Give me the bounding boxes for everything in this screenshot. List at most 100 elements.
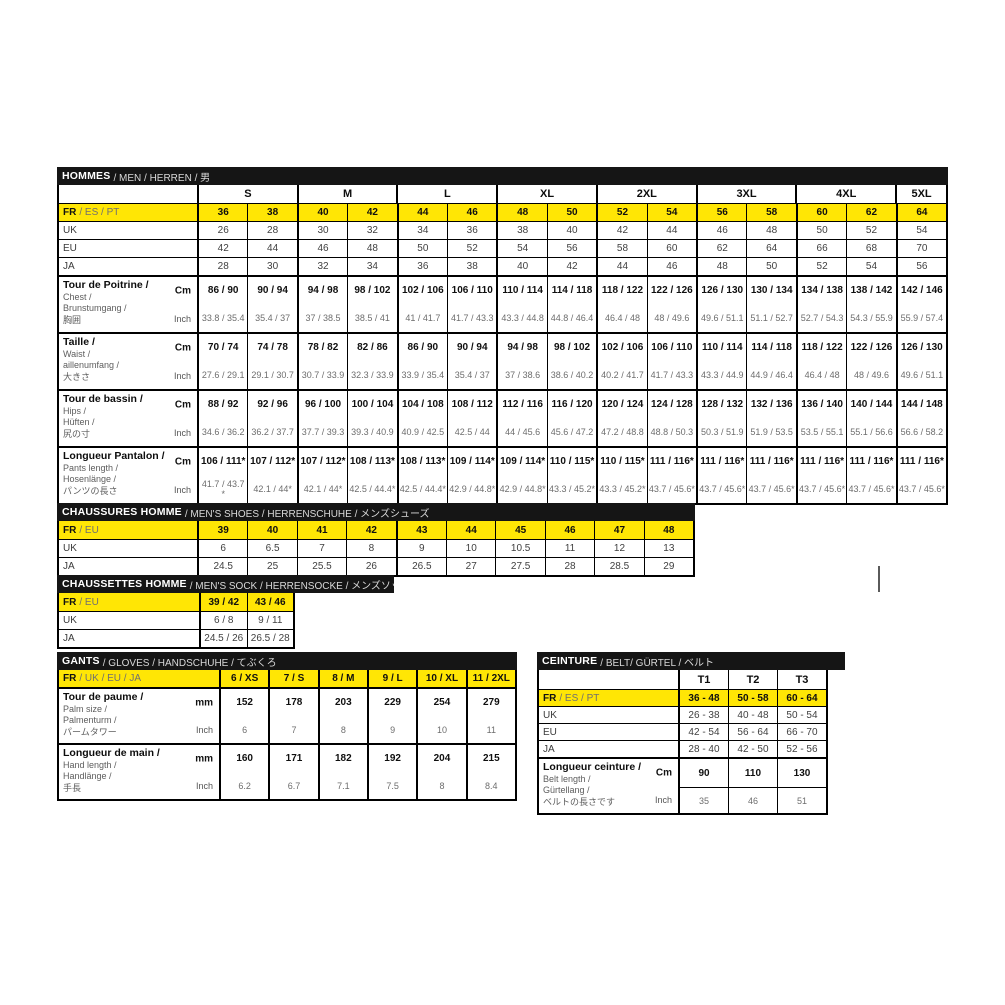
measure-cell: 132 / 136 51.9 / 53.5 [746,391,795,446]
region-size-value: 44 [446,521,495,539]
measure-bottom-value: 52.7 / 54.3 [800,313,844,324]
measure-title: Tour de paume / [63,691,144,703]
measure-cell: 74 / 78 29.1 / 30.7 [247,334,296,389]
measure-cell: 102 / 106 40.2 / 41.7 [596,334,646,389]
measure-subtitle: Gürtellang / [543,785,590,796]
measure-bottom-value: 41.7 / 43.7 * [201,479,245,500]
conversion-value: 10.5 [495,540,544,557]
measure-group-row: Tour de bassin / Hips / Hüften / 尻の寸 Cm Inch 8… [59,389,946,446]
size-group-label: XL [496,185,596,203]
measure-subtitle: Hips / [63,405,87,416]
region-size-value: 44 [396,204,447,221]
conversion-value: 40 [546,222,596,239]
measure-subtitle: Palm size / [63,703,108,714]
measure-top-value: 108 / 113* [400,456,446,468]
conversion-value: 42 - 50 [728,741,777,757]
measure-bottom-value: 51 [777,788,826,813]
measure-top-value: 110 / 114 [502,285,543,297]
measure-top-value: 90 / 94 [456,342,488,354]
measure-top-value: 106 / 110 [651,342,693,354]
measure-label: Taille / Waist / aillenumfang / 大きさ Cm Inch [59,334,197,389]
measure-top-value: 74 / 78 [257,342,288,354]
region-size-value: 47 [594,521,643,539]
measure-subtitle: Belt length / [543,773,591,784]
region-label: FR / EU [59,521,197,539]
region-size-value: 7 / S [268,670,317,687]
conversion-value: 28.5 [594,558,643,575]
measure-top-value: 106 / 110 [451,285,493,297]
conversion-value: 54 [846,258,895,275]
conversion-value: 40 [496,258,546,275]
measure-cell: 142 / 146 55.9 / 57.4 [895,277,946,332]
conversion-value: 46 [696,222,746,239]
measure-top-value: 111 / 116* [849,456,894,468]
measure-bottom-value: 45.6 / 47.2 [550,427,594,438]
conversion-value: 11 [544,540,594,557]
region-label-rest: / UK / EU / JA [79,673,142,684]
measure-top-value: 178 [285,697,303,708]
region-size-value: 46 [447,204,496,221]
conversion-value: 66 [795,240,846,257]
measure-subtitle: 手長 [63,782,82,793]
measure-bottom-value: 8 [340,724,346,735]
gloves-header-bar: GANTS / GLOVES / HANDSCHUHE / てぶくろ [57,652,517,670]
conversion-label: JA [59,630,199,647]
conversion-value: 64 [746,240,795,257]
measure-cell: 108 / 113* 42.5 / 44.4* [396,448,447,503]
region-label-rest: / ES / PT [559,692,600,704]
measure-bottom-value: 7 [291,724,297,735]
belt-table: T1 T2 T3 FR / ES / PT 36 - 48 50 - 58 60 - 64 UK… [537,670,828,815]
measure-cell: 110 / 115* 43.3 / 45.2* [546,448,596,503]
measure-bottom-value: 39.3 / 40.9 [351,427,394,438]
measure-top-value: 138 / 142 [850,285,893,297]
measure-bottom-value: 36.2 / 37.7 [251,427,294,438]
conversion-value: 30 [296,222,347,239]
measure-bottom-value: 50.3 / 51.9 [700,427,744,438]
gloves-section: GANTS / GLOVES / HANDSCHUHE / てぶくろ FR / U… [57,652,517,801]
measure-bottom-value: 43.3 / 44.8 [501,313,544,324]
measure-bottom-value: 44 / 45.6 [505,427,541,438]
measure-bottom-value: 32.3 / 33.9 [351,370,394,381]
measure-top-value: 140 / 144 [850,399,893,411]
measure-top-value: 182 [334,753,352,764]
measure-cell: 118 / 122 46.4 / 48 [795,334,846,389]
measure-cell: 108 / 113* 42.5 / 44.4* [347,448,396,503]
conversion-value: 10 [446,540,495,557]
measure-top-value: 96 / 100 [304,399,342,411]
belt-size-header: T1 [678,670,728,689]
measure-top-value: 109 / 114* [449,456,495,468]
measure-subtitle: Palmenturm / [63,715,117,726]
measure-top-value: 94 / 98 [507,342,538,354]
measure-cell: 126 / 130 49.6 / 51.1 [696,277,746,332]
measure-top-value: 100 / 104 [351,399,394,411]
region-label-strong: FR [63,524,77,536]
measure-bottom-value: 43.3 / 45.2* [599,484,646,495]
conversion-label-text: UK [63,543,77,554]
measure-bottom-value: 30.7 / 33.9 [301,370,345,381]
measure-cell: 114 / 118 44.9 / 46.4 [746,334,795,389]
size-group-label: 2XL [595,185,696,203]
measure-bottom-value: 51.1 / 52.7 [750,313,793,324]
measure-bottom-value: 46.4 / 48 [804,370,840,381]
measure-top-value: 192 [384,753,401,764]
conversion-label-text: UK [63,615,77,626]
measure-bottom-value: 10 [436,724,447,735]
measure-top-value: 122 / 126 [850,342,893,354]
measure-bottom-value: 46 [728,788,777,813]
measure-cell: 111 / 116* 43.7 / 45.6* [846,448,895,503]
conversion-value: 30 [247,258,296,275]
conversion-label: JA [59,258,197,275]
measure-top-value: 90 / 94 [257,285,288,297]
measure-bottom-value: 42.5 / 44.4* [399,484,446,495]
men-shoes-subtitle: / MEN'S SHOES / HERRENSCHUHE / メンズシューズ [184,508,430,520]
conversion-value: 25.5 [296,558,346,575]
size-group-label: 4XL [795,185,895,203]
region-size-value: 36 - 48 [678,690,728,706]
region-size-value: 50 [546,204,596,221]
measure-top-value: 279 [482,697,500,708]
conversion-value: 26 [197,222,247,239]
measure-subtitle: Brunstumgang / [63,303,127,314]
measure-cell: 82 / 86 32.3 / 33.9 [347,334,396,389]
conversion-value: 27 [446,558,495,575]
unit-label-bottom: Inch [173,370,191,381]
